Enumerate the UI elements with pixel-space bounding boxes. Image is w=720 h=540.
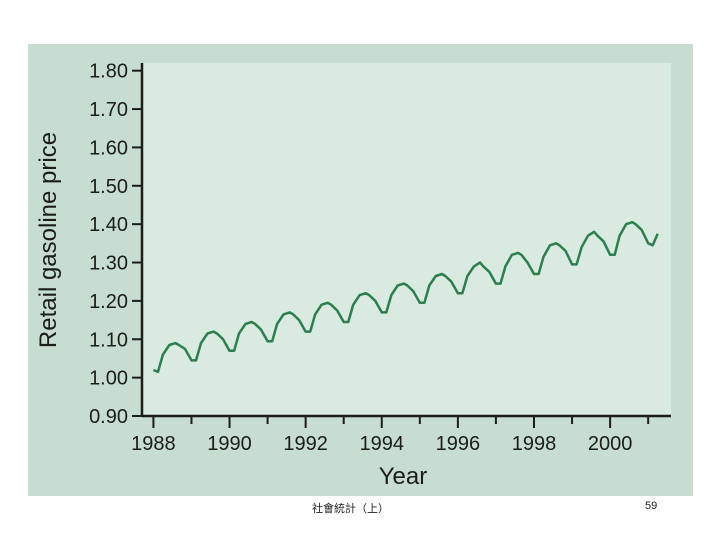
plot-area (142, 63, 671, 416)
x-tick-label: 1998 (512, 433, 557, 455)
y-axis-ticks: 0.90 1.00 1.10 1.20 1.30 1.40 1.50 1.60 1.70 1.80 (89, 61, 142, 428)
series-line-retail-gasoline-price (152, 220, 659, 374)
x-tick-label: 1990 (207, 433, 252, 455)
y-tick-label: 0.90 (89, 406, 128, 428)
x-tick-label: 1988 (131, 433, 176, 455)
x-tick-label: 1992 (283, 433, 328, 455)
footer-course-title: 社會統計（上） (312, 502, 389, 515)
y-tick-label: 1.60 (89, 137, 128, 159)
line-chart: 0.90 1.00 1.10 1.20 1.30 1.40 1.50 1.60 1.70 1.80… (35, 61, 671, 490)
y-tick-label: 1.10 (89, 329, 128, 351)
y-tick-label: 1.40 (89, 214, 128, 236)
x-tick-label: 1994 (360, 433, 405, 455)
y-tick-label: 1.30 (89, 253, 128, 275)
y-tick-label: 1.70 (89, 99, 128, 121)
y-axis-title: Retail gasoline price (35, 132, 62, 348)
y-tick-label: 1.20 (89, 291, 128, 313)
y-tick-label: 1.00 (89, 368, 128, 390)
x-tick-label: 1996 (436, 433, 481, 455)
x-axis-ticks: 1988 1990 1992 1994 1996 1998 2000 (131, 416, 650, 455)
figure-panel: 0.90 1.00 1.10 1.20 1.30 1.40 1.50 1.60 1.70 1.80… (28, 44, 693, 496)
y-tick-label: 1.50 (89, 176, 128, 198)
x-tick-label: 2000 (588, 433, 633, 455)
page-number: 59 (645, 500, 658, 512)
y-tick-label: 1.80 (89, 61, 128, 83)
x-axis-title: Year (379, 463, 428, 490)
